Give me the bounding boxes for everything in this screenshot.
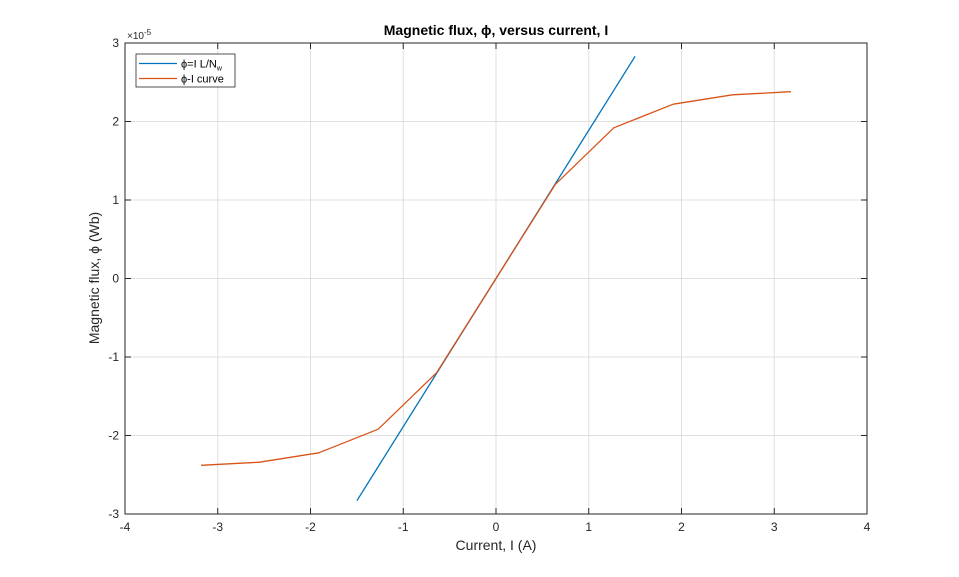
x-tick-label: 3	[771, 520, 778, 534]
y-tick-label: 3	[112, 36, 119, 50]
tick-marks	[124, 42, 868, 515]
y-tick-label: 0	[112, 272, 119, 286]
y-tick-label: -3	[108, 507, 119, 521]
x-axis-label: Current, I (A)	[456, 537, 537, 553]
x-tick-label: 0	[493, 520, 500, 534]
x-tick-label: 2	[678, 520, 685, 534]
y-tick-label: -2	[108, 429, 119, 443]
x-tick-label: 1	[585, 520, 592, 534]
legend-label-linear-subscript: w	[216, 66, 223, 73]
legend-label-linear-main: ϕ=I L/N	[181, 59, 217, 71]
y-tick-label: 2	[112, 115, 119, 129]
y-scale-exponent-label: ×10-5	[127, 28, 152, 42]
legend-box	[135, 53, 236, 88]
x-tick-label: -1	[398, 520, 409, 534]
legend-label-linear: ϕ=I L/Nw	[181, 59, 223, 73]
x-tick-label: 4	[864, 520, 871, 534]
series-line-curve	[201, 91, 791, 466]
series-layer	[201, 55, 791, 502]
y-scale-multiplier: ×10	[127, 31, 144, 42]
x-tick-label: -4	[120, 520, 131, 534]
y-scale-exponent: -5	[144, 28, 152, 37]
x-tick-label: -3	[212, 520, 223, 534]
x-tick-label: -2	[305, 520, 316, 534]
legend: ϕ=I L/Nw ϕ-I curve	[135, 53, 236, 88]
y-tick-label: -1	[108, 350, 119, 364]
legend-label-curve: ϕ-I curve	[181, 74, 224, 86]
y-tick-label: 1	[112, 193, 119, 207]
chart-title: Magnetic flux, ϕ, versus current, I	[384, 22, 608, 38]
y-axis-label: Magnetic flux, ϕ (Wb)	[86, 212, 102, 344]
grid-lines	[125, 43, 867, 514]
